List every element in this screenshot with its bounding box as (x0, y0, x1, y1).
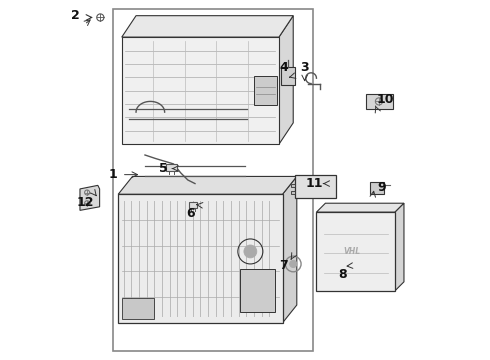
Bar (189, 202, 197, 208)
Circle shape (244, 245, 257, 258)
Bar (240, 269, 275, 312)
Bar (292, 191, 295, 194)
Text: VHL: VHL (343, 247, 361, 256)
Bar (118, 194, 283, 323)
Bar (122, 37, 279, 144)
Text: 1: 1 (108, 168, 117, 181)
Text: 7: 7 (279, 259, 288, 272)
Polygon shape (283, 176, 297, 323)
Text: 12: 12 (76, 195, 94, 209)
Bar (254, 76, 277, 105)
Bar (292, 184, 295, 187)
Text: 3: 3 (300, 61, 309, 74)
Text: 6: 6 (186, 207, 195, 220)
Text: 2: 2 (71, 9, 80, 22)
Polygon shape (80, 185, 99, 210)
Bar (113, 9, 313, 351)
Bar (295, 175, 336, 198)
Polygon shape (122, 16, 293, 37)
Polygon shape (279, 16, 293, 144)
Polygon shape (395, 203, 404, 291)
Text: 11: 11 (306, 177, 323, 190)
Text: 5: 5 (159, 162, 168, 175)
Bar (281, 67, 295, 85)
Text: 4: 4 (279, 61, 288, 74)
Bar (122, 298, 154, 319)
Polygon shape (317, 203, 404, 212)
Circle shape (290, 260, 297, 267)
Text: 9: 9 (377, 181, 386, 194)
Bar (370, 182, 384, 194)
Bar (317, 212, 395, 291)
Text: 10: 10 (377, 93, 394, 106)
Bar (167, 163, 177, 171)
Polygon shape (118, 176, 297, 194)
Text: 8: 8 (338, 268, 346, 281)
Polygon shape (367, 94, 393, 109)
